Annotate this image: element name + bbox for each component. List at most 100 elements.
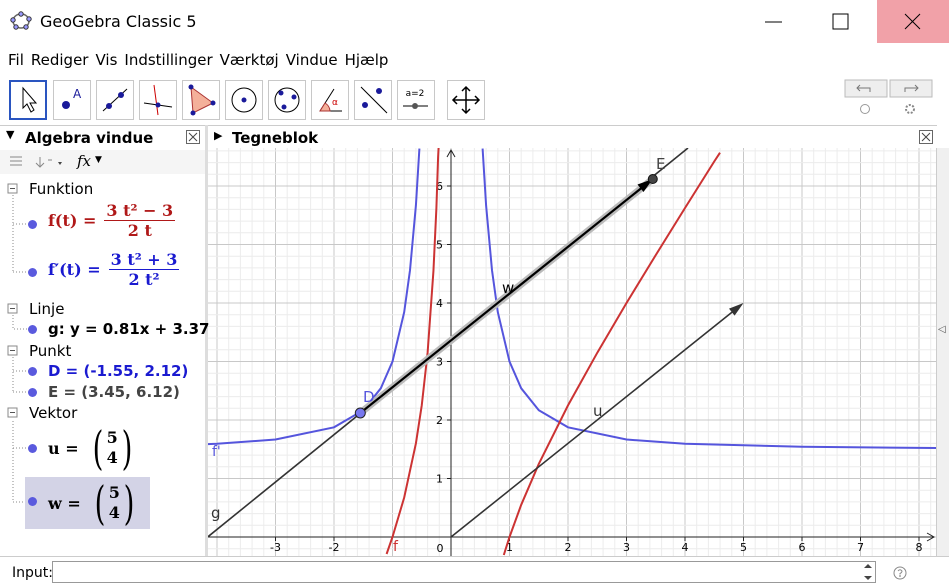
slider-icon-label: a=2 xyxy=(406,89,425,99)
help-icon[interactable] xyxy=(893,566,907,580)
close-view[interactable] xyxy=(919,130,933,144)
curve-f[interactable] xyxy=(385,148,440,555)
maximize-button[interactable] xyxy=(832,13,849,30)
tool-polygon[interactable] xyxy=(182,80,220,120)
item-lhs: f′(t) = xyxy=(48,260,101,279)
item-lhs: w = xyxy=(48,493,81,513)
algebra-toolbar: fx ▼ xyxy=(0,150,205,174)
tool-circle[interactable] xyxy=(225,80,263,120)
menu-item[interactable]: Vindue xyxy=(285,51,338,69)
algebra-item[interactable]: g: y = 0.81x + 3.37 xyxy=(48,320,210,338)
x-tick-label: 2 xyxy=(565,541,572,554)
denominator: 2 t² xyxy=(128,270,160,289)
point-d[interactable] xyxy=(354,407,366,419)
input-bar: Input: xyxy=(0,556,949,588)
x-tick-label: 1 xyxy=(506,541,513,554)
tool-reflect[interactable] xyxy=(354,80,392,120)
y-tick-label: 5 xyxy=(436,239,443,252)
input-style-button[interactable]: fx xyxy=(77,152,92,170)
x-axis-arrow xyxy=(926,532,936,542)
numerator: 3 t² − 3 xyxy=(104,201,176,221)
item-lhs: u = xyxy=(48,438,79,458)
window-controls xyxy=(765,0,949,43)
selection xyxy=(25,477,150,529)
vector-y: 4 xyxy=(106,448,118,467)
menu-item[interactable]: Hjælp xyxy=(344,51,389,69)
tool-move-graphics[interactable] xyxy=(447,80,485,120)
x-tick-label: 4 xyxy=(682,541,689,554)
tool-move[interactable] xyxy=(9,80,47,120)
svg-text:α: α xyxy=(332,98,338,108)
graphics-view[interactable]: -3 -2 1 2 3 4 5 6 7 8 1 2 3 4 5 6 0 D E w u f f' g xyxy=(208,148,936,556)
curve-label: f' xyxy=(212,444,221,460)
curve-f[interactable] xyxy=(502,152,721,556)
menu-item[interactable]: Værktøj xyxy=(219,51,279,69)
splitter xyxy=(205,125,208,557)
tool-slider[interactable]: a=2 xyxy=(397,80,435,120)
vector-w-head xyxy=(637,179,653,192)
group-name: Linje xyxy=(29,300,65,318)
y-tick-label: 6 xyxy=(436,180,443,193)
group-name: Vektor xyxy=(29,404,78,422)
origin-label: 0 xyxy=(437,542,444,555)
x-tick-label: 6 xyxy=(799,541,806,554)
tool-line[interactable] xyxy=(96,80,134,120)
point-e[interactable] xyxy=(647,174,658,184)
algebra-title: Algebra vindue xyxy=(25,129,154,147)
x-tick-label: 3 xyxy=(623,541,630,554)
svg-text:A: A xyxy=(73,87,82,101)
menu-item[interactable]: Vis xyxy=(95,51,118,69)
side-handle[interactable]: ◁ xyxy=(936,148,949,556)
window-title: GeoGebra Classic 5 xyxy=(40,12,197,31)
menu-bar: Fil Rediger Vis Indstillinger Værktøj Vindue H… xyxy=(8,51,395,69)
algebra-item[interactable]: w = (5 4) xyxy=(48,476,135,530)
point-label: D xyxy=(363,388,375,406)
vector-u[interactable] xyxy=(450,308,737,538)
input-label: Input: xyxy=(12,565,53,581)
help-icon[interactable] xyxy=(860,104,870,114)
y-tick-label: 4 xyxy=(436,297,443,310)
item-lhs: f(t) = xyxy=(48,211,97,230)
input-field[interactable] xyxy=(52,561,876,583)
y-axis-arrow xyxy=(446,148,456,158)
vector-y: 4 xyxy=(108,503,120,522)
menu-item[interactable]: Fil xyxy=(8,51,24,69)
curve-f-prime[interactable] xyxy=(208,148,421,446)
vector-x: 5 xyxy=(106,428,118,447)
y-tick-label: 3 xyxy=(436,356,443,369)
graphics-title: Tegneblok xyxy=(232,129,319,147)
y-tick-label: 1 xyxy=(436,473,443,486)
vector-u-head xyxy=(729,303,744,316)
vector-label: w xyxy=(502,279,514,297)
line-label: g xyxy=(211,504,221,522)
settings-icon[interactable] xyxy=(905,104,915,114)
algebra-item[interactable]: D = (-1.55, 2.12) xyxy=(48,362,189,380)
x-tick-label: 8 xyxy=(916,541,923,554)
tool-angle[interactable]: α xyxy=(311,80,349,120)
close-view[interactable] xyxy=(186,130,200,144)
tool-point[interactable]: A xyxy=(53,80,91,120)
algebra-item[interactable]: E = (3.45, 6.12) xyxy=(48,383,180,401)
vector-label: u xyxy=(593,402,603,420)
curve-label: f xyxy=(393,539,399,555)
x-tick-label: -2 xyxy=(329,541,340,554)
app-icon xyxy=(10,11,32,30)
tool-perpendicular[interactable] xyxy=(139,80,177,120)
group-name: Funktion xyxy=(29,180,94,198)
y-tick-label: 2 xyxy=(436,414,443,427)
x-tick-label: 5 xyxy=(740,541,747,554)
menu-item[interactable]: Rediger xyxy=(30,51,89,69)
numerator: 3 t² + 3 xyxy=(108,250,180,270)
menu-item[interactable]: Indstillinger xyxy=(124,51,213,69)
vector-x: 5 xyxy=(108,483,120,502)
x-tick-label: -3 xyxy=(270,541,281,554)
algebra-item[interactable]: u = (5 4) xyxy=(48,421,133,475)
point-label: E xyxy=(656,155,665,173)
tool-circle-3p[interactable] xyxy=(268,80,306,120)
curve-f-prime[interactable] xyxy=(481,148,936,449)
undo-redo xyxy=(844,79,933,114)
vector-w[interactable] xyxy=(359,184,646,414)
